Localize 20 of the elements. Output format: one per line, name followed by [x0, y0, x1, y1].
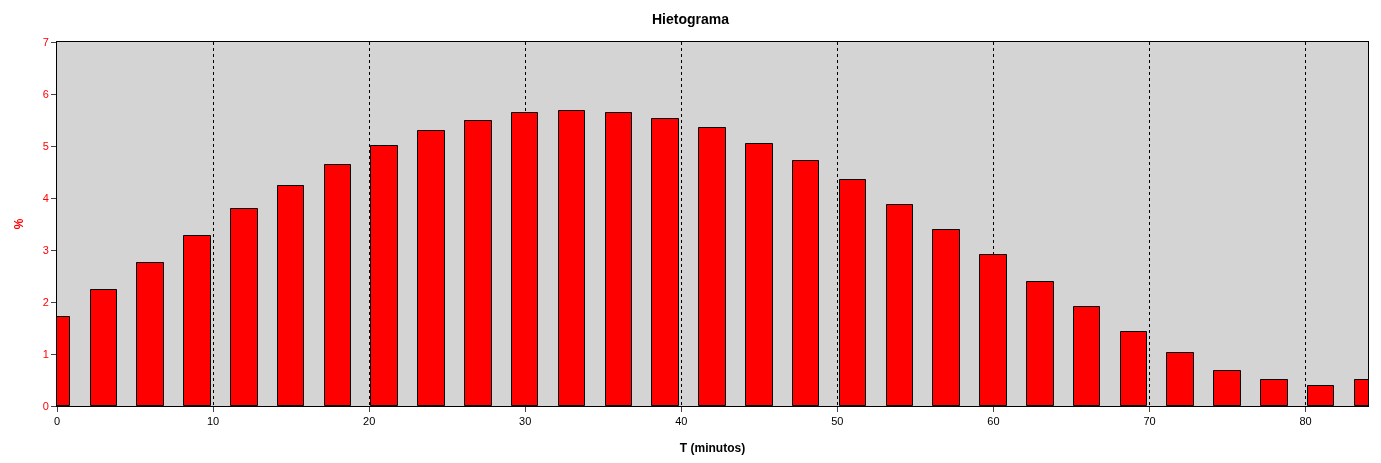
x-axis-title: T (minutos): [679, 441, 746, 455]
x-tick-label: 10: [206, 415, 220, 428]
y-tick-label: 6: [42, 87, 49, 100]
y-tick-label: 7: [42, 35, 49, 48]
x-tick-label: 20: [363, 415, 376, 428]
x-tick-label: 40: [675, 415, 688, 428]
chart-title: Hietograma: [651, 10, 730, 27]
y-tick-label: 4: [42, 191, 49, 204]
x-tick-label: 0: [53, 415, 61, 428]
x-tick-label: 70: [1143, 415, 1156, 428]
y-tick-label: 2: [42, 295, 49, 308]
y-tick-label: 0: [42, 399, 49, 412]
y-axis-title: %: [12, 218, 26, 230]
y-tick-label: 1: [42, 347, 49, 360]
x-tick-label: 50: [831, 415, 844, 428]
y-tick-label: 3: [42, 243, 49, 256]
x-tick-label: 30: [519, 415, 532, 428]
x-tick-label: 80: [1299, 415, 1312, 428]
x-tick-label: 60: [987, 415, 1000, 428]
y-tick-label: 5: [42, 139, 49, 152]
